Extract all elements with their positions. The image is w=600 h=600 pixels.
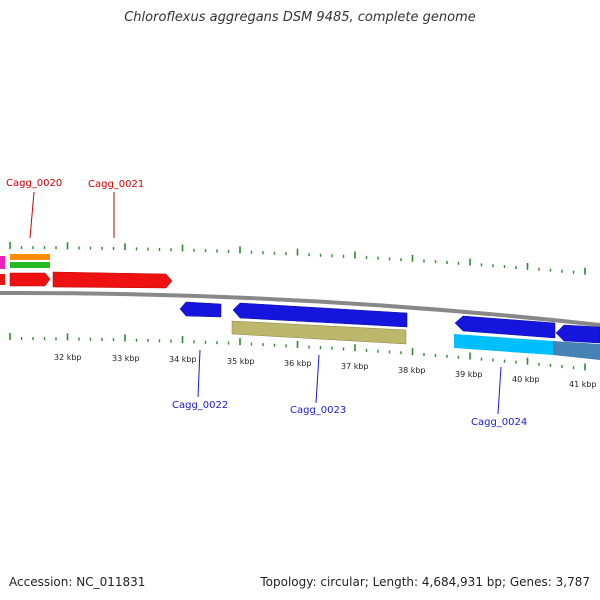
gene-label[interactable]: Cagg_0022	[172, 400, 228, 411]
kbp-label: 37 kbp	[341, 362, 369, 371]
topology-text: Topology: circular; Length: 4,684,931 bp…	[260, 575, 590, 589]
accession-text: Accession: NC_011831	[9, 575, 146, 589]
leader-cagg-0020	[29, 191, 35, 239]
gene-blue-cagg-0024[interactable]	[454, 315, 556, 339]
page-title: Chloroflexus aggregans DSM 9485, complet…	[124, 10, 476, 25]
kbp-label: 41 kbp	[569, 380, 597, 389]
kbp-label: 38 kbp	[398, 366, 426, 375]
gene-green[interactable]	[10, 262, 50, 268]
gene-blue-cagg-0022[interactable]	[179, 301, 222, 318]
gene-steel[interactable]	[553, 341, 600, 360]
forward-strand-genes	[0, 254, 173, 289]
gene-red-cagg-0021[interactable]	[52, 271, 173, 289]
gene-blue-partial[interactable]	[555, 324, 600, 344]
kbp-label: 39 kbp	[455, 370, 483, 379]
kbp-scale-labels: 32 kbp 33 kbp 34 kbp 35 kbp 36 kbp 37 kb…	[54, 353, 597, 389]
gene-label[interactable]: Cagg_0020	[6, 178, 62, 189]
kbp-label: 32 kbp	[54, 353, 82, 362]
gene-magenta-partial[interactable]	[0, 256, 5, 269]
leader-cagg-0024	[497, 366, 502, 415]
leader-cagg-0022	[197, 349, 201, 398]
genome-backbone	[0, 290, 600, 327]
gene-label[interactable]: Cagg_0021	[88, 179, 144, 190]
bottom-tick-row	[9, 333, 586, 371]
gene-label[interactable]: Cagg_0023	[290, 405, 346, 416]
gene-labels: Cagg_0020 Cagg_0021 Cagg_0022 Cagg_0023 …	[6, 178, 527, 428]
gene-label[interactable]: Cagg_0024	[471, 417, 527, 428]
kbp-label: 35 kbp	[227, 357, 255, 366]
gene-red-cagg-0020[interactable]	[9, 272, 51, 287]
gene-red-cagg-0020[interactable]	[0, 274, 5, 285]
kbp-label: 36 kbp	[284, 359, 312, 368]
kbp-label: 34 kbp	[169, 355, 197, 364]
reverse-strand-genes	[179, 301, 600, 360]
kbp-label: 33 kbp	[112, 354, 140, 363]
gene-label-leaders	[29, 191, 502, 415]
gene-cyan[interactable]	[454, 334, 553, 355]
gene-blue-cagg-0023[interactable]	[232, 302, 408, 328]
gene-orange[interactable]	[10, 254, 50, 260]
gene-khaki[interactable]	[231, 320, 407, 345]
top-tick-row	[9, 242, 586, 275]
kbp-label: 40 kbp	[512, 375, 540, 384]
leader-cagg-0023	[315, 354, 320, 404]
